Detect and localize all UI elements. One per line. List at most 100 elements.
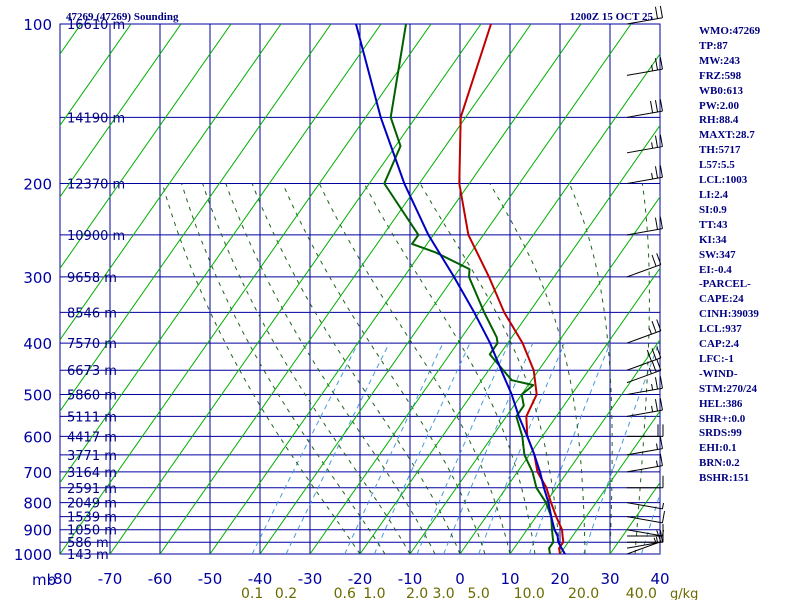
index-item: TT:43: [699, 218, 728, 231]
chart-title: 47269 (47269) Sounding: [66, 11, 179, 23]
wind-barb: [626, 165, 663, 185]
wind-barb-flag: [651, 360, 657, 373]
index-item: EHI:0.1: [699, 442, 737, 455]
isotherm-line: [60, 24, 382, 484]
index-item: EI:-0.4: [699, 263, 732, 276]
height-label: 2049 m: [67, 497, 117, 512]
wind-barb-flag: [651, 321, 657, 333]
moist-adiabat-line: [202, 183, 411, 554]
isotherm-line: [409, 195, 660, 554]
isotherm-line: [459, 267, 660, 554]
index-item: RH:88.4: [699, 114, 739, 127]
wind-barb-flag: [659, 398, 663, 411]
temp-tick-label: -60: [148, 570, 173, 588]
isotherm-line: [509, 338, 660, 554]
temp-tick-label: -10: [398, 570, 423, 588]
height-label: 8546 m: [67, 306, 117, 321]
wind-barb-half: [661, 530, 664, 537]
wind-barb: [626, 510, 666, 524]
index-item: -PARCEL-: [699, 278, 751, 291]
wind-barb-half: [655, 460, 659, 467]
index-item: LI:2.4: [699, 188, 729, 201]
index-item: LFC:-1: [699, 352, 734, 365]
wind-barb-flag: [659, 216, 663, 229]
wind-barb-flag: [661, 510, 666, 523]
wind-barb-half: [651, 405, 654, 412]
temp-tick-label: -40: [248, 570, 273, 588]
wind-barb: [626, 5, 663, 25]
isotherm-line: [559, 410, 660, 554]
wind-barb-staff: [626, 176, 663, 185]
index-item: WMO:47269: [699, 25, 761, 37]
wind-barb-staff: [626, 541, 663, 549]
index-item: MW:243: [699, 54, 740, 67]
height-label: 6673 m: [67, 364, 117, 379]
index-item: SI:0.9: [699, 203, 727, 216]
wind-barb-flag: [659, 165, 663, 178]
mixing-ratio-label: 3.0: [432, 586, 454, 600]
wind-barb: [626, 57, 663, 76]
wind-barb-staff: [626, 17, 663, 25]
index-item: -WIND-: [699, 367, 738, 380]
wind-barb-half: [655, 443, 659, 450]
wind-barb: [626, 502, 664, 510]
wind-barb-staff: [626, 228, 663, 236]
isotherm-line: [60, 24, 132, 127]
wind-barb: [626, 319, 662, 344]
wind-barb-staff: [626, 409, 663, 417]
isotherm-line: [359, 124, 660, 554]
wind-barb: [626, 529, 664, 537]
wind-barb: [627, 424, 664, 437]
wind-barb: [626, 134, 663, 154]
index-item: TP:87: [699, 39, 728, 52]
height-label: 5860 m: [67, 388, 117, 403]
mixing-unit-label: g/kg: [670, 587, 698, 600]
wind-barb: [626, 346, 662, 371]
index-item: CINH:39039: [699, 308, 759, 321]
moist-adiabat-line: [161, 183, 361, 554]
temp-tick-label: -20: [348, 570, 373, 588]
mixing-ratio-line: [344, 342, 444, 554]
wind-barb-staff: [626, 146, 663, 154]
height-label: 9658 m: [67, 271, 117, 286]
wind-barb-flag: [659, 376, 663, 389]
wind-barb: [626, 436, 663, 456]
mixing-ratio-label: 40.0: [626, 586, 657, 600]
temp-tick-label: 10: [500, 570, 519, 588]
mixing-ratio-line: [285, 342, 390, 554]
isotherm-line: [109, 24, 482, 554]
wind-barb: [626, 216, 663, 236]
pressure-tick-label: 1000: [14, 546, 52, 564]
index-item: LCL:1003: [699, 174, 748, 187]
mixing-ratio-line: [443, 342, 534, 554]
index-item: TH:5717: [699, 144, 741, 157]
wind-barb-flag: [650, 100, 654, 113]
isotherm-line: [259, 24, 632, 554]
height-label: 16610 m: [67, 18, 125, 33]
mixing-ratio-label: 0.6: [334, 586, 356, 600]
temp-tick-label: -80: [48, 570, 73, 588]
index-item: WB0:613: [699, 84, 743, 97]
wind-barb-flag: [656, 358, 662, 371]
height-label: 10900 m: [67, 229, 125, 244]
index-item: BSHR:151: [699, 472, 750, 485]
isotherm-line: [209, 24, 582, 554]
sounding-indices-panel: WMO:47269 TP:87 MW:243 FRZ:598 WB0:613 PW:2.0…: [699, 24, 799, 486]
mixing-ratio-label: 10.0: [514, 586, 545, 600]
wind-barbs: [626, 5, 666, 555]
wind-barb-flag: [654, 399, 659, 412]
pressure-tick-label: 800: [23, 495, 52, 513]
wind-barb-half: [651, 383, 654, 391]
chart-time: 1200Z 15 OCT 25: [570, 11, 654, 23]
mixing-ratio-line: [416, 342, 510, 554]
wind-barb-flag: [656, 253, 662, 265]
wind-barb-flag: [659, 5, 663, 18]
pressure-tick-label: 900: [23, 522, 52, 540]
parcel-line: [355, 24, 566, 554]
y-axis-unit-label: mb: [32, 571, 56, 589]
index-item: CAPE:24: [699, 293, 744, 306]
wind-barb-half: [661, 502, 664, 509]
index-item: BRN:0.2: [699, 457, 740, 470]
isotherm-lines: [60, 24, 660, 554]
